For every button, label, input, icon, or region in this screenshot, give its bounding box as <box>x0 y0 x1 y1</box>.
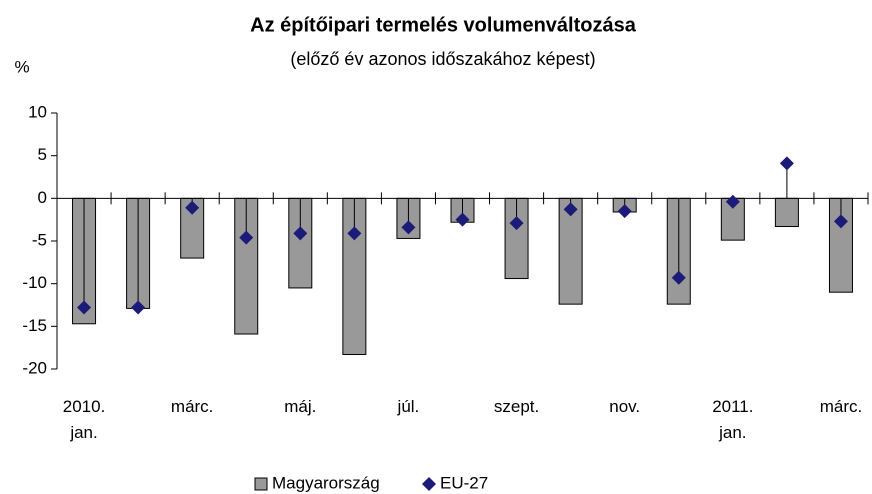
marker <box>617 204 632 219</box>
marker <box>671 270 686 285</box>
legend-swatch <box>422 477 436 491</box>
x-tick-label: 2010. jan. <box>62 397 106 442</box>
chart-subtitle: (előző év azonos időszakához képest) <box>290 49 595 69</box>
x-tick-label: máj. <box>284 397 317 416</box>
x-tick-label: márc. <box>170 397 214 416</box>
x-tick-label: nov. <box>609 397 641 416</box>
marker <box>725 194 740 209</box>
marker <box>455 212 470 227</box>
y-tick-label: -5 <box>32 230 47 249</box>
x-tick-label: szept. <box>493 397 540 416</box>
marker <box>563 202 578 217</box>
y-axis-label: % <box>14 57 29 76</box>
marker <box>401 220 416 235</box>
bar <box>774 197 799 227</box>
x-tick-label: márc. <box>819 397 863 416</box>
marker <box>77 300 92 315</box>
marker <box>779 156 794 171</box>
y-tick-label: -15 <box>22 316 47 335</box>
marker <box>347 226 362 241</box>
y-tick-label: 10 <box>28 102 47 121</box>
x-tick-label: 2011. jan. <box>712 397 754 442</box>
y-tick-label: -20 <box>22 358 47 377</box>
marker <box>833 214 848 229</box>
y-tick-label: 5 <box>38 145 47 164</box>
y-tick-label: 0 <box>38 188 47 207</box>
legend-label: Magyarország <box>272 473 380 492</box>
legend-label: EU-27 <box>440 473 488 492</box>
legend-swatch <box>254 477 268 491</box>
marker <box>131 300 146 315</box>
marker <box>509 216 524 231</box>
marker <box>185 200 200 215</box>
marker <box>293 226 308 241</box>
y-tick-label: -10 <box>22 273 47 292</box>
x-tick-label: júl. <box>397 397 420 416</box>
chart-title: Az építőipari termelés volumenváltozása <box>250 14 637 36</box>
marker <box>239 230 254 245</box>
